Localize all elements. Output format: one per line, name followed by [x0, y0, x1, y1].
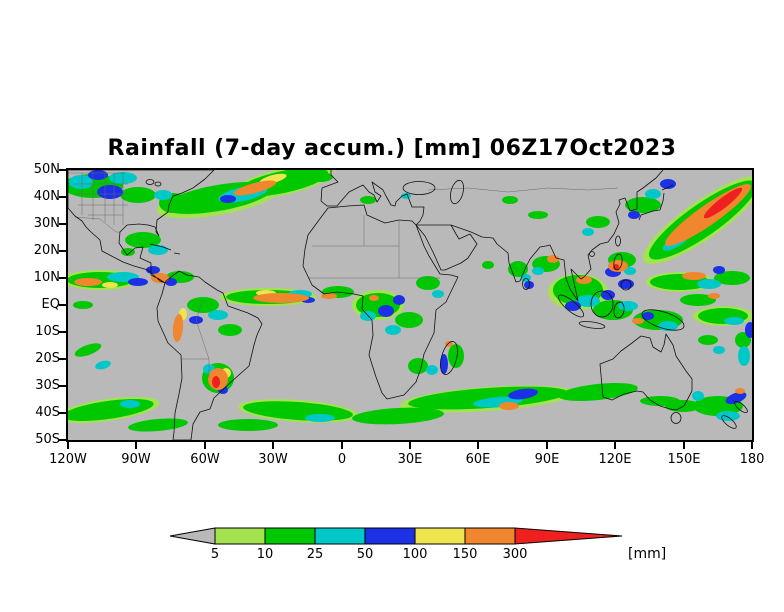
lon-tick-mark [751, 441, 753, 449]
colorbar-units-label: [mm] [628, 546, 667, 562]
colorbar-tick-label: 5 [210, 547, 220, 562]
continent-outlines [68, 170, 748, 440]
lon-tick-mark [683, 441, 685, 449]
lon-tick-mark [204, 441, 206, 449]
lon-tick-mark [477, 441, 479, 449]
colorbar-segment [314, 527, 366, 545]
lat-tick-label: 10N [33, 270, 60, 285]
colorbar [169, 525, 626, 551]
lon-tick-mark [546, 441, 548, 449]
lon-tick-label: 60E [465, 452, 491, 467]
lat-tick-mark [59, 196, 67, 198]
map-frame [66, 168, 754, 442]
colorbar-segment [264, 527, 316, 545]
colorbar-segment [414, 527, 466, 545]
lon-tick-label: 90E [534, 452, 560, 467]
colorbar-tick-label: 50 [356, 547, 374, 562]
lon-tick-mark [614, 441, 616, 449]
lat-tick-label: 20N [33, 243, 60, 258]
lon-tick-label: 120E [598, 452, 632, 467]
colorbar-segment [364, 527, 416, 545]
plot-title: Rainfall (7-day accum.) [mm] 06Z17Oct202… [107, 136, 677, 161]
colorbar-above-arrow [514, 527, 623, 545]
lat-tick-mark [59, 169, 67, 171]
colorbar-tick-label: 150 [452, 547, 478, 562]
lat-tick-label: 30S [35, 378, 60, 393]
lon-tick-mark [409, 441, 411, 449]
lat-tick-mark [59, 304, 67, 306]
lat-tick-mark [59, 385, 67, 387]
lat-tick-mark [59, 250, 67, 252]
rainfall-field [68, 170, 752, 432]
lat-tick-label: EQ [41, 297, 60, 312]
lon-tick-label: 150E [667, 452, 701, 467]
lat-tick-label: 50N [33, 162, 60, 177]
lon-tick-mark [67, 441, 69, 449]
lat-tick-mark [59, 412, 67, 414]
colorbar-segment [464, 527, 516, 545]
colorbar-tick-label: 300 [502, 547, 528, 562]
lon-tick-mark [341, 441, 343, 449]
lon-tick-label: 0 [337, 452, 347, 467]
lat-tick-label: 20S [35, 351, 60, 366]
lat-tick-label: 30N [33, 216, 60, 231]
lon-tick-label: 90W [121, 452, 151, 467]
lon-tick-label: 30W [258, 452, 288, 467]
colorbar-tick-label: 10 [256, 547, 274, 562]
lon-tick-label: 180 [739, 452, 765, 467]
lon-tick-label: 120W [49, 452, 87, 467]
lat-tick-mark [59, 223, 67, 225]
lat-tick-mark [59, 358, 67, 360]
lat-tick-mark [59, 439, 67, 441]
lon-tick-label: 30E [397, 452, 423, 467]
colorbar-below-arrow [169, 527, 216, 545]
colorbar-segment [214, 527, 266, 545]
lat-tick-label: 40N [33, 189, 60, 204]
lon-tick-label: 60W [190, 452, 220, 467]
colorbar-tick-label: 25 [306, 547, 324, 562]
lat-tick-mark [59, 331, 67, 333]
lon-tick-mark [272, 441, 274, 449]
lat-tick-label: 40S [35, 405, 60, 420]
lat-tick-mark [59, 277, 67, 279]
lat-tick-label: 10S [35, 324, 60, 339]
colorbar-tick-label: 100 [402, 547, 428, 562]
lon-tick-mark [135, 441, 137, 449]
lat-tick-label: 50S [35, 432, 60, 447]
country-borders [68, 172, 619, 378]
rainfall-map [68, 170, 752, 440]
